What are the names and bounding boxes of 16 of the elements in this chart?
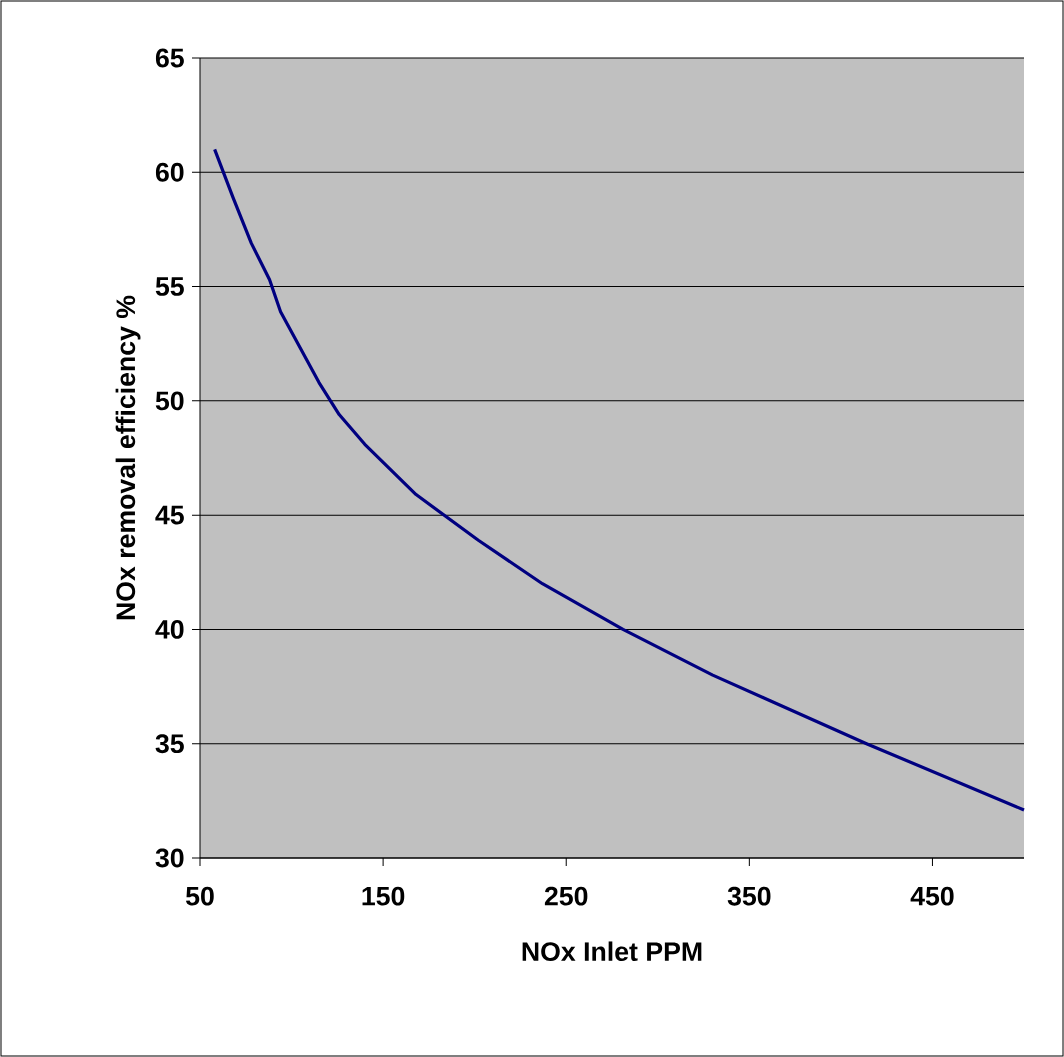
y-axis-title: NOx removal efficiency % bbox=[115, 295, 141, 620]
x-tick-label: 250 bbox=[544, 886, 588, 906]
y-tick-label: 50 bbox=[155, 391, 184, 411]
y-tick-label: 55 bbox=[155, 277, 184, 296]
y-tick-label: 35 bbox=[155, 734, 184, 754]
x-tick-label: 350 bbox=[727, 886, 771, 906]
x-tick-label: 150 bbox=[362, 886, 405, 906]
y-tick-label: 45 bbox=[155, 505, 184, 525]
y-tick-label: 40 bbox=[155, 619, 184, 639]
x-tick-label: 50 bbox=[185, 886, 214, 906]
y-tick-label: 65 bbox=[155, 48, 184, 68]
y-tick-label: 60 bbox=[155, 162, 184, 182]
line-series bbox=[213, 147, 1026, 812]
x-tick-label: 450 bbox=[910, 886, 954, 906]
y-tick-label: 30 bbox=[155, 848, 184, 868]
x-axis-title: NOx Inlet PPM bbox=[522, 941, 702, 962]
